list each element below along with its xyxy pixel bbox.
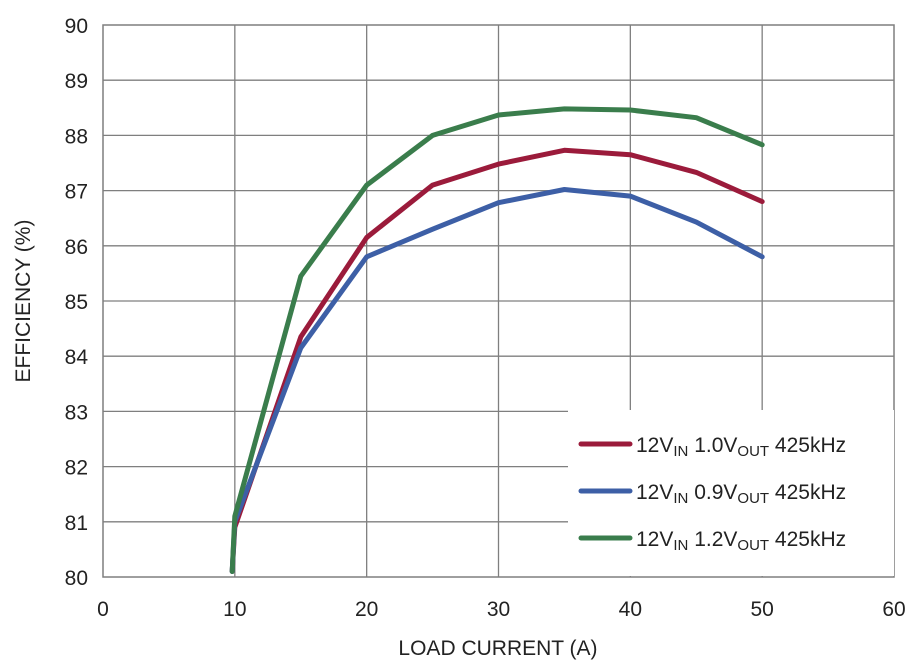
- y-tick-label: 88: [65, 125, 88, 148]
- legend-label: 12VIN 0.9VOUT 425kHz: [636, 481, 846, 507]
- legend-label: 12VIN 1.0VOUT 425kHz: [636, 434, 846, 460]
- y-tick-label: 81: [65, 512, 88, 535]
- y-tick-label: 89: [65, 70, 88, 93]
- y-tick-label: 80: [65, 567, 88, 590]
- y-tick-label: 86: [65, 236, 88, 259]
- legend-label: 12VIN 1.2VOUT 425kHz: [636, 528, 846, 554]
- series-layer: [229, 106, 765, 574]
- series-line-2: [229, 187, 765, 574]
- y-tick-label: 84: [65, 346, 89, 369]
- x-tick-label: 60: [882, 598, 905, 621]
- x-tick-label: 40: [619, 598, 642, 621]
- y-tick-label: 83: [65, 401, 88, 424]
- y-tick-label: 82: [65, 457, 88, 480]
- y-tick-labels: 80 81 82 83 84 85 86 87 88 89 90: [65, 15, 89, 590]
- y-tick-label: 85: [65, 291, 88, 314]
- legend: 12VIN 1.0VOUT 425kHz 12VIN 0.9VOUT 425kHz…: [568, 410, 894, 576]
- y-tick-label: 87: [65, 181, 88, 204]
- x-tick-label: 10: [223, 598, 246, 621]
- x-tick-label: 20: [355, 598, 378, 621]
- x-tick-label: 50: [750, 598, 773, 621]
- x-axis-title: LOAD CURRENT (A): [398, 637, 597, 660]
- y-tick-label: 90: [65, 15, 88, 38]
- y-axis-title: EFFICIENCY (%): [12, 220, 35, 383]
- x-tick-label: 30: [487, 598, 510, 621]
- series-line-3: [229, 106, 765, 574]
- x-tick-labels: 0 10 20 30 40 50 60: [97, 598, 906, 621]
- plot-frame: [102, 24, 895, 578]
- x-tick-label: 0: [97, 598, 109, 621]
